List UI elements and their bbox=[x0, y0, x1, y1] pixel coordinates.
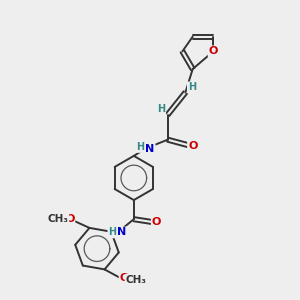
Text: O: O bbox=[152, 217, 161, 227]
Text: CH₃: CH₃ bbox=[47, 214, 68, 224]
Text: O: O bbox=[208, 46, 218, 56]
Text: H: H bbox=[136, 142, 144, 152]
Text: O: O bbox=[120, 273, 129, 283]
Text: O: O bbox=[65, 214, 74, 224]
Text: H: H bbox=[108, 227, 116, 237]
Text: H: H bbox=[188, 82, 196, 92]
Text: N: N bbox=[146, 143, 154, 154]
Text: O: O bbox=[188, 141, 197, 151]
Text: H: H bbox=[157, 104, 165, 114]
Text: N: N bbox=[117, 227, 127, 237]
Text: methoxy: methoxy bbox=[58, 218, 65, 219]
Text: CH₃: CH₃ bbox=[126, 275, 147, 285]
